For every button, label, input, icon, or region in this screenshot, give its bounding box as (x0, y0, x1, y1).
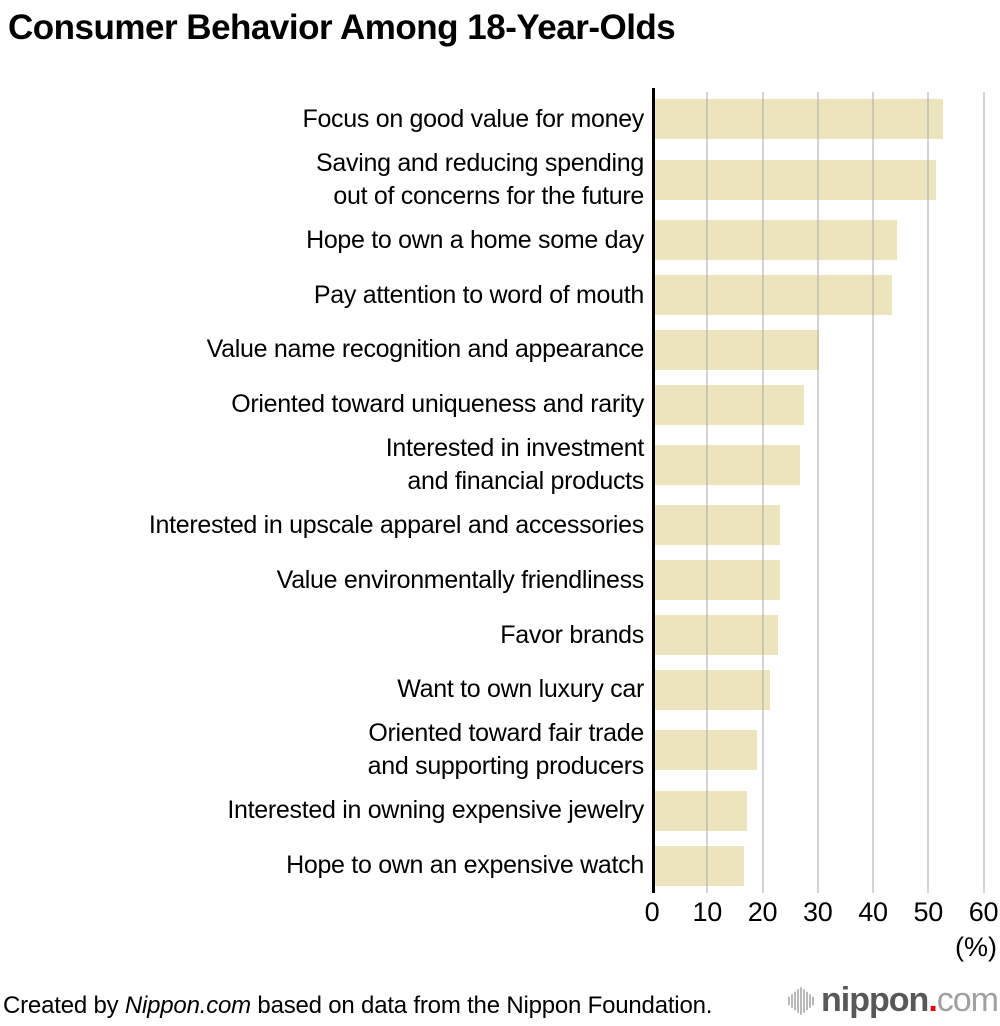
category-label: Oriented toward fair trade and supportin… (367, 719, 645, 781)
chart-row: Want to own luxury car (0, 663, 1000, 718)
chart-row: Oriented toward fair trade and supportin… (0, 717, 1000, 783)
bar-track (652, 147, 1000, 213)
x-tick-label: 30 (803, 897, 833, 927)
x-tick-label: 40 (858, 897, 888, 927)
x-tick-label: 0 (644, 897, 660, 927)
chart-row: Interested in investment and financial p… (0, 432, 1000, 498)
bar (653, 790, 748, 831)
category-label: Saving and reducing spending out of conc… (316, 148, 644, 210)
bar-track (652, 608, 1000, 663)
bar-track (652, 553, 1000, 608)
chart-row: Pay attention to word of mouth (0, 268, 1000, 323)
category-label: Pay attention to word of mouth (313, 280, 644, 309)
category-label: Hope to own a home some day (306, 225, 644, 254)
chart-row: Saving and reducing spending out of conc… (0, 147, 1000, 213)
bar (653, 275, 892, 316)
chart-row: Value name recognition and appearance (0, 322, 1000, 377)
bar (653, 560, 781, 601)
bar (653, 329, 820, 370)
x-axis-ticks: 0 10 20 30 40 50 60 (645, 897, 999, 929)
category-label: Interested in investment and financial p… (385, 434, 645, 496)
credit-prefix: Created by (3, 992, 125, 1019)
chart-row: Oriented toward uniqueness and rarity (0, 377, 1000, 432)
bar-track (652, 783, 1000, 838)
x-tick-label: 20 (747, 897, 778, 927)
chart-row: Focus on good value for money (0, 92, 1000, 147)
bar-track (652, 498, 1000, 553)
x-tick-label: 50 (913, 897, 944, 927)
logo-tld: com (936, 981, 999, 1019)
bar (653, 669, 771, 710)
nippon-com-logo: nippon. com (787, 981, 999, 1020)
bar-track (652, 432, 1000, 498)
chart-row: Favor brands (0, 608, 1000, 663)
category-label: Interested in owning expensive jewelry (227, 796, 644, 825)
chart-row: Interested in upscale apparel and access… (0, 498, 1000, 553)
credit-line: Created by Nippon.com based on data from… (3, 992, 712, 1020)
bar (653, 159, 936, 200)
chart-row: Interested in owning expensive jewelry (0, 783, 1000, 838)
bar-track (652, 268, 1000, 323)
bar-chart: Focus on good value for money Saving and … (0, 88, 1000, 893)
credit-source: Nippon.com (124, 992, 251, 1019)
bar-track (652, 213, 1000, 268)
bar (653, 730, 758, 771)
chart-row: Hope to own an expensive watch (0, 838, 1000, 893)
x-tick-label: 60 (968, 897, 999, 927)
chart-row: Hope to own a home some day (0, 213, 1000, 268)
logo-text: nippon. com (821, 981, 999, 1020)
category-label: Oriented toward uniqueness and rarity (231, 390, 644, 419)
bar (653, 445, 800, 486)
chart-rows: Focus on good value for money Saving and … (0, 92, 1000, 893)
bar-track (652, 377, 1000, 432)
bar (653, 505, 781, 546)
logo-name: nippon (821, 981, 929, 1019)
chart-title: Consumer Behavior Among 18-Year-Olds (8, 8, 676, 47)
category-label: Hope to own an expensive watch (286, 851, 644, 880)
category-label: Favor brands (500, 620, 644, 649)
category-label: Value environmentally friendliness (276, 565, 645, 594)
category-label: Want to own luxury car (397, 675, 644, 704)
bar (653, 845, 745, 886)
category-label: Focus on good value for money (302, 104, 644, 133)
logo-dot: . (928, 981, 938, 1019)
bar (653, 615, 778, 656)
bar-track (652, 322, 1000, 377)
x-tick-label: 10 (692, 897, 723, 927)
bar (653, 220, 897, 261)
x-axis-unit-label: (%) (955, 932, 997, 962)
chart-row: Value environmentally friendliness (0, 553, 1000, 608)
bar-track (652, 92, 1000, 147)
category-label: Value name recognition and appearance (206, 335, 645, 364)
bar (653, 384, 804, 425)
category-label: Interested in upscale apparel and access… (148, 510, 644, 539)
bar-track (652, 717, 1000, 783)
bar-track (652, 838, 1000, 893)
waveform-icon (788, 986, 815, 1015)
bar-track (652, 663, 1000, 718)
bar (653, 99, 943, 140)
credit-suffix: based on data from the Nippon Foundation… (250, 992, 713, 1019)
